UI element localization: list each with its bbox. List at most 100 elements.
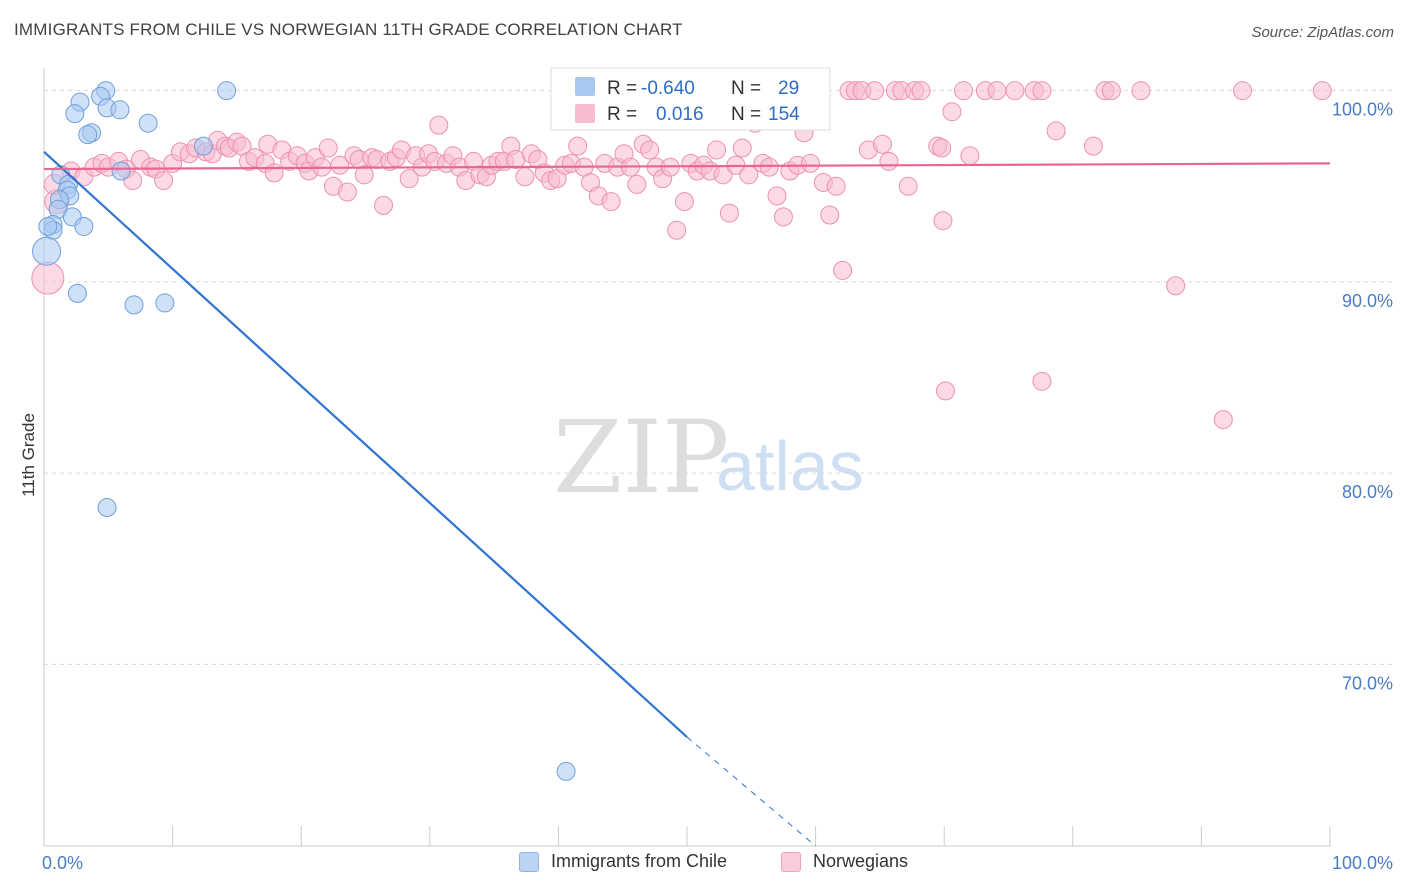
legend-n-value-norwegians: 154 xyxy=(768,104,800,125)
norwegian-point xyxy=(399,169,419,189)
watermark-atlas: atlas xyxy=(716,427,864,505)
chile-point xyxy=(124,295,144,315)
norwegian-point xyxy=(1032,371,1052,391)
norwegian-point xyxy=(759,157,779,177)
bottom-legend-swatch-norwegians xyxy=(781,851,801,872)
norwegian-point xyxy=(1101,81,1121,101)
chile-point xyxy=(32,236,62,266)
norwegian-point xyxy=(568,136,588,156)
chile-point xyxy=(138,113,158,133)
chile-point xyxy=(97,498,117,518)
norwegian-point xyxy=(826,176,846,196)
norwegian-point xyxy=(933,211,953,231)
chile-trend-line xyxy=(43,151,688,738)
norwegian-point xyxy=(1233,81,1253,101)
norwegian-point xyxy=(337,182,357,202)
norwegian-point xyxy=(1005,81,1025,101)
chile-point xyxy=(74,216,94,236)
y-tick-label: 100.0% xyxy=(1332,100,1393,120)
chile-trend-extension xyxy=(686,736,816,847)
legend-frame xyxy=(550,67,831,131)
norwegian-point xyxy=(960,146,980,166)
legend-box: R = -0.640 N = 29 R = 0.016 N = 154 xyxy=(550,67,831,131)
y-axis-label: 11th Grade xyxy=(19,413,38,497)
norwegian-point xyxy=(732,138,752,158)
chile-point xyxy=(78,125,98,145)
norwegian-point xyxy=(1032,81,1052,101)
norwegian-point xyxy=(264,163,284,183)
chile-point xyxy=(38,216,58,236)
norwegian-point xyxy=(1166,276,1186,296)
legend-swatch-chile xyxy=(575,77,595,96)
legend-n-label-chile: N = xyxy=(731,78,761,99)
chart-title: IMMIGRANTS FROM CHILE VS NORWEGIAN 11TH … xyxy=(14,20,683,39)
norwegian-point xyxy=(767,186,787,206)
norwegian-point xyxy=(953,81,973,101)
bottom-legend-swatch-chile xyxy=(519,851,539,872)
norwegian-point xyxy=(879,151,899,171)
trend-layer xyxy=(43,151,1331,847)
norwegian-point xyxy=(719,203,739,223)
chile-point xyxy=(111,161,131,181)
bottom-legend-item-chile: Immigrants from Chile xyxy=(519,851,727,872)
norwegian-point xyxy=(374,195,394,215)
norwegian-point xyxy=(932,138,952,158)
bottom-legend-label-chile: Immigrants from Chile xyxy=(551,851,728,871)
watermark-zip: ZIP xyxy=(553,399,729,516)
axis-layer: 100.0% 90.0% 80.0% 70.0% 0.0% 100.0% xyxy=(42,68,1393,873)
norwegian-point xyxy=(318,138,338,158)
norwegian-trend-line xyxy=(43,162,1331,171)
norwegian-point xyxy=(1046,121,1066,141)
norwegian-point xyxy=(707,140,727,160)
legend-n-value-chile: 29 xyxy=(778,78,799,99)
chile-point xyxy=(155,293,175,313)
norwegian-point xyxy=(898,176,918,196)
norwegian-point xyxy=(865,81,885,101)
x-tick-label: 0.0% xyxy=(42,853,83,873)
norwegian-point xyxy=(942,102,962,122)
bottom-legend-label-norwegians: Norwegians xyxy=(813,851,909,871)
legend-r-label-norwegians: R = xyxy=(607,104,637,125)
norwegian-point xyxy=(627,174,647,194)
norwegian-point xyxy=(667,220,687,240)
norwegian-point xyxy=(987,81,1007,101)
norwegian-point xyxy=(800,153,820,173)
norwegian-point xyxy=(1213,410,1233,430)
x-tick-label: 100.0% xyxy=(1332,853,1393,873)
norwegian-point xyxy=(911,81,931,101)
norwegian-point xyxy=(1312,81,1332,101)
y-tick-label: 80.0% xyxy=(1342,482,1393,502)
legend-r-label-chile: R = xyxy=(607,78,637,99)
bottom-legend-item-norwegians: Norwegians xyxy=(781,851,908,872)
norwegian-point xyxy=(935,381,955,401)
chile-point xyxy=(67,283,87,303)
norwegian-point xyxy=(1083,136,1103,156)
norwegian-point xyxy=(820,205,840,225)
norwegian-point xyxy=(833,260,853,280)
norwegian-point xyxy=(515,167,535,187)
norwegian-point xyxy=(773,207,793,227)
norwegian-point xyxy=(154,171,174,191)
norwegian-point xyxy=(429,115,449,135)
chile-point xyxy=(65,104,85,124)
legend-swatch-norwegians xyxy=(575,104,595,123)
chile-point xyxy=(110,100,130,120)
norwegian-point xyxy=(354,165,374,185)
legend-r-value-chile: -0.640 xyxy=(641,78,695,99)
norwegian-point xyxy=(601,192,621,212)
norwegian-point xyxy=(31,261,65,295)
norwegian-point xyxy=(674,192,694,212)
legend-n-label-norwegians: N = xyxy=(731,104,761,125)
norwegian-point xyxy=(330,155,350,175)
y-tick-label: 90.0% xyxy=(1342,291,1393,311)
y-tick-label: 70.0% xyxy=(1342,673,1393,693)
norwegian-point xyxy=(1131,81,1151,101)
chile-point xyxy=(556,761,576,781)
norwegian-point xyxy=(872,134,892,154)
norwegian-point xyxy=(640,140,660,160)
source-credit: Source: ZipAtlas.com xyxy=(1251,24,1394,41)
legend-r-value-norwegians: 0.016 xyxy=(656,104,704,125)
bottom-legend: Immigrants from Chile Norwegians xyxy=(0,851,1406,877)
chile-point xyxy=(193,136,213,156)
